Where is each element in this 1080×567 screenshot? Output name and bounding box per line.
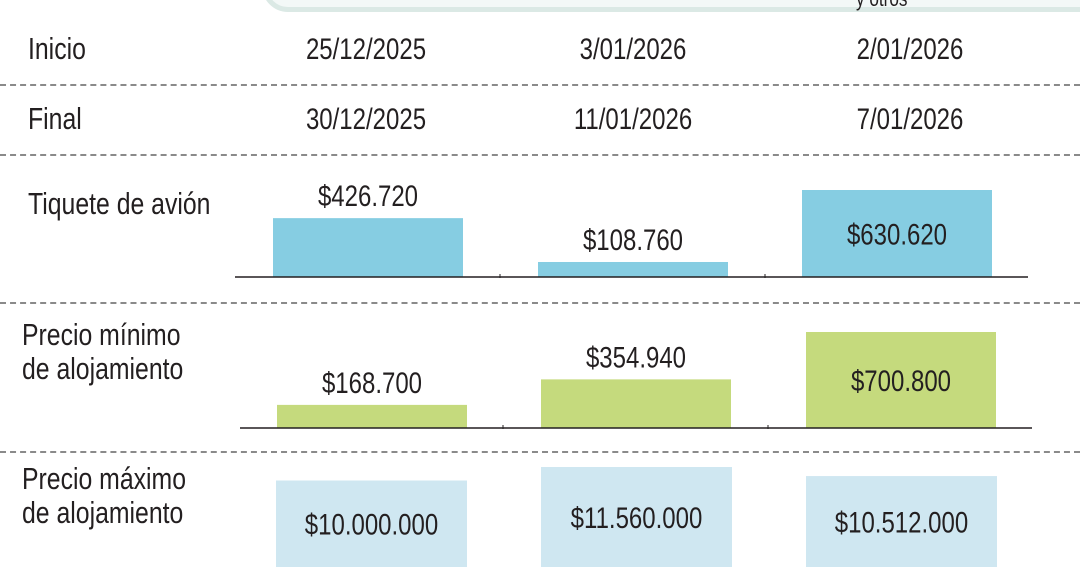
inicio-date-2: 3/01/2026 bbox=[579, 33, 687, 66]
chart-title-tiquete: Tiquete de avión bbox=[28, 186, 211, 221]
min-value-label-3: $700.800 bbox=[851, 363, 951, 397]
tiquete-value-label-2: $108.760 bbox=[583, 222, 683, 256]
row-label-inicio: Inicio bbox=[28, 31, 86, 66]
chart-title-min-line2: de alojamiento bbox=[22, 351, 184, 386]
chart-title-min: Precio mínimo de alojamiento bbox=[22, 318, 183, 386]
max-value-label-1: $10.000.000 bbox=[305, 507, 438, 541]
min-value-label-1: $168.700 bbox=[322, 365, 422, 399]
chart-title-max-line2: de alojamiento bbox=[22, 495, 184, 530]
tiquete-bar-2 bbox=[538, 261, 728, 277]
max-bar-2 bbox=[541, 467, 732, 567]
final-date-3: 7/01/2026 bbox=[856, 103, 964, 136]
header-card-text: y otros bbox=[856, 0, 908, 12]
final-date-2: 11/01/2026 bbox=[573, 103, 693, 136]
max-bar-3 bbox=[806, 476, 997, 567]
tiquete-value-label-3: $630.620 bbox=[847, 217, 947, 251]
chart-title-min-line1: Precio mínimo bbox=[22, 317, 181, 352]
min-bar-2 bbox=[541, 379, 731, 428]
tiquete-value-label-1: $426.720 bbox=[318, 179, 418, 213]
separator-1 bbox=[0, 84, 1080, 86]
tiquete-bar-3 bbox=[802, 190, 992, 277]
row-label-final: Final bbox=[28, 101, 82, 136]
chart-title-max-line1: Precio máximo bbox=[22, 461, 186, 496]
separator-3 bbox=[0, 302, 1080, 304]
max-value-label-3: $10.512.000 bbox=[835, 505, 968, 539]
min-value-label-2: $354.940 bbox=[586, 340, 686, 374]
min-bar-3 bbox=[806, 332, 996, 428]
inicio-date-1: 25/12/2025 bbox=[305, 33, 427, 66]
max-value-label-2: $11.560.000 bbox=[571, 500, 703, 534]
separator-4 bbox=[0, 451, 1080, 453]
inicio-date-3: 2/01/2026 bbox=[856, 33, 964, 66]
final-date-1: 30/12/2025 bbox=[305, 103, 427, 136]
tiquete-bar-1 bbox=[273, 218, 463, 277]
min-bar-1 bbox=[277, 404, 467, 428]
chart-title-max: Precio máximo de alojamiento bbox=[22, 462, 186, 530]
max-bar-1 bbox=[276, 480, 467, 567]
separator-2 bbox=[0, 154, 1080, 156]
